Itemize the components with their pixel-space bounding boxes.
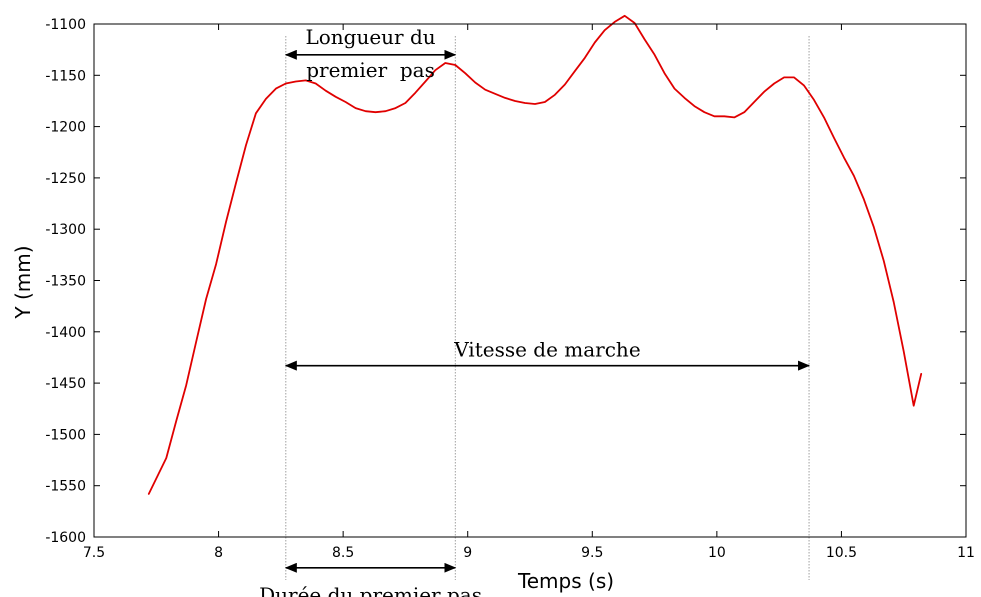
annotation-label: Vitesse de marche bbox=[453, 338, 640, 362]
reference-lines bbox=[285, 36, 810, 580]
x-tick-label: 9.5 bbox=[581, 545, 603, 561]
series-line bbox=[147, 14, 923, 495]
annotation-label: Longueur du bbox=[305, 25, 435, 49]
y-tick-label: -1400 bbox=[45, 325, 86, 341]
y-tick-label: -1300 bbox=[45, 222, 86, 238]
annotation-label: premier pas bbox=[306, 58, 435, 82]
y-tick-label: -1350 bbox=[45, 274, 86, 290]
y-axis-title: Y (mm) bbox=[11, 245, 35, 319]
ticks: 7.5 8 8.5 9 9.5 10 10.5 11 -1600 -1550 -1500 -1450 -… bbox=[45, 17, 975, 561]
y-tick-label: -1100 bbox=[45, 17, 86, 33]
x-tick-label: 10.5 bbox=[826, 545, 857, 561]
x-tick-label: 9 bbox=[463, 545, 472, 561]
x-tick-label: 7.5 bbox=[83, 545, 105, 561]
x-tick-label: 8 bbox=[214, 545, 223, 561]
y-tick-label: -1250 bbox=[45, 171, 86, 187]
x-tick-label: 10 bbox=[708, 545, 726, 561]
plot-frame bbox=[93, 23, 967, 538]
y-tick-label: -1600 bbox=[45, 530, 86, 546]
x-tick-label: 8.5 bbox=[332, 545, 354, 561]
annotations: Longueur du premier pas Vitesse de marche D… bbox=[259, 25, 811, 597]
x-tick-label: 11 bbox=[957, 545, 975, 561]
x-axis-title: Temps (s) bbox=[517, 569, 614, 593]
y-tick-label: -1200 bbox=[45, 120, 86, 136]
axes bbox=[93, 23, 967, 538]
y-tick-label: -1150 bbox=[45, 68, 86, 84]
annotation-label: Durée du premier pas bbox=[259, 583, 482, 597]
series-layer bbox=[147, 14, 923, 495]
y-tick-label: -1550 bbox=[45, 479, 86, 495]
y-tick-label: -1500 bbox=[45, 427, 86, 443]
y-tick-label: -1450 bbox=[45, 376, 86, 392]
